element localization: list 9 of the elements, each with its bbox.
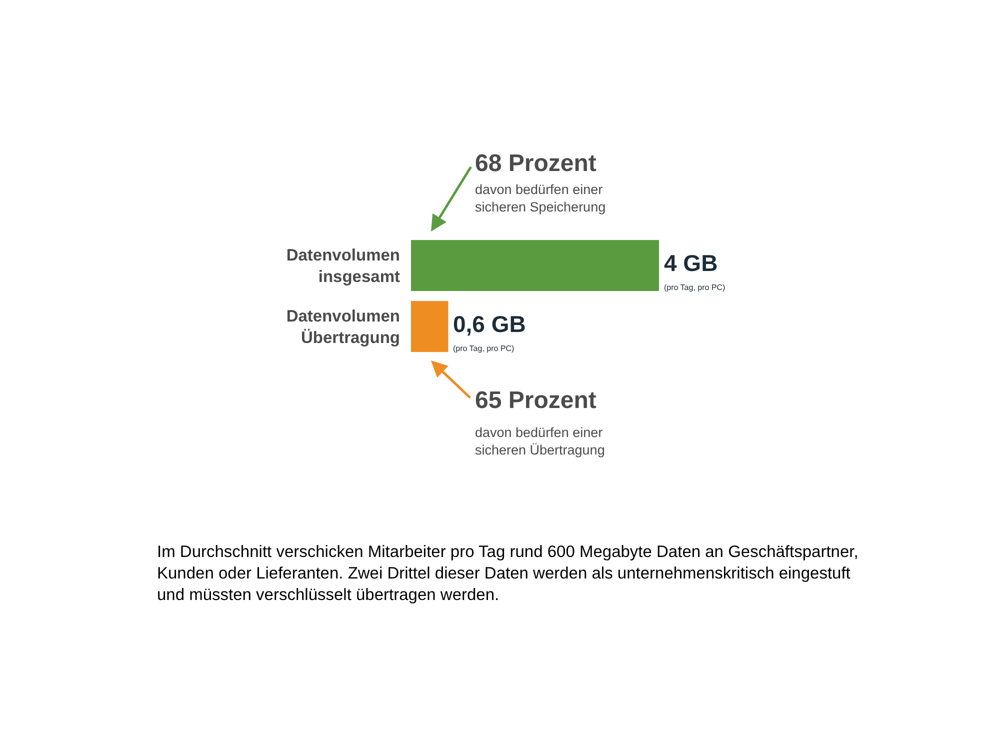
data-label: 4 GB (664, 250, 718, 276)
text: 68 Prozent davon bedürfen einer sicheren Speicherung (475, 150, 606, 215)
text: Im Durchschnitt verschicken Mitarbeiter pro Tag rund 600 Megabyte Daten an Geschäftspartner, Kunden oder Lieferanten. Zwei Drittel dieser Daten werden als unternehmenskritisch eingestuft und müssten verschlüsselt übertragen werden. (157, 543, 858, 604)
annotation: (pro Tag, pro PC) (664, 283, 726, 292)
data-label: 0,6 GB (453, 311, 526, 337)
annotation: (pro Tag, pro PC) (453, 344, 515, 353)
y-tick-label: Datenvolumen insgesamt (286, 246, 400, 286)
text: 65 Prozent davon bedürfen einer sicheren Übertragung (475, 387, 605, 458)
y-tick-label: Datenvolumen Übertragung (286, 308, 400, 347)
